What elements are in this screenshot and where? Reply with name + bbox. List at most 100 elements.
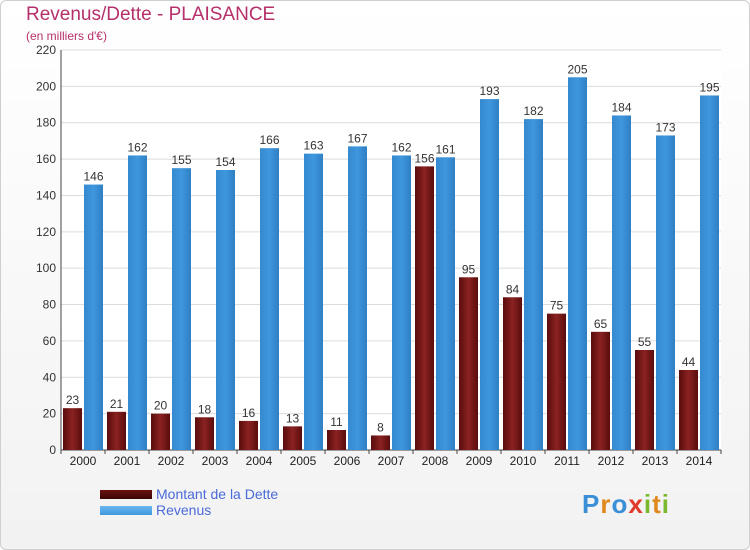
data-label-dette-2000: 23 bbox=[66, 393, 80, 407]
bar-dette-2007 bbox=[371, 435, 390, 450]
bar-dette-2012 bbox=[591, 331, 610, 450]
x-tick-label: 2002 bbox=[158, 454, 185, 468]
x-tick-label: 2007 bbox=[378, 454, 405, 468]
data-label-revenus-2005: 163 bbox=[303, 139, 323, 153]
bar-revenus-2002 bbox=[172, 168, 191, 450]
data-label-revenus-2007: 162 bbox=[391, 140, 411, 154]
legend-swatch-revenus bbox=[100, 505, 152, 515]
data-label-dette-2012: 65 bbox=[594, 317, 608, 331]
y-tick-label: 220 bbox=[36, 43, 56, 57]
data-label-revenus-2006: 167 bbox=[347, 131, 367, 145]
x-tick-label: 2012 bbox=[598, 454, 625, 468]
bar-dette-2000 bbox=[63, 408, 82, 450]
x-tick-label: 2013 bbox=[642, 454, 669, 468]
data-label-dette-2006: 11 bbox=[330, 415, 343, 429]
bar-revenus-2008 bbox=[436, 157, 455, 451]
x-tick-label: 2000 bbox=[70, 454, 97, 468]
bar-revenus-2010 bbox=[524, 119, 543, 450]
data-label-dette-2014: 44 bbox=[682, 355, 696, 369]
x-tick-label: 2008 bbox=[422, 454, 449, 468]
bar-dette-2010 bbox=[503, 297, 522, 450]
x-tick-label: 2001 bbox=[114, 454, 141, 468]
data-label-revenus-2001: 162 bbox=[127, 140, 147, 154]
legend-item-revenus: Revenus bbox=[100, 502, 278, 518]
x-tick-label: 2004 bbox=[246, 454, 273, 468]
bar-dette-2003 bbox=[195, 417, 214, 450]
bar-revenus-2011 bbox=[568, 77, 587, 450]
data-label-revenus-2003: 154 bbox=[215, 155, 235, 169]
y-tick-label: 40 bbox=[43, 370, 57, 384]
y-tick-label: 200 bbox=[36, 79, 56, 93]
bar-dette-2002 bbox=[151, 413, 170, 450]
y-tick-label: 160 bbox=[36, 152, 56, 166]
bar-dette-2009 bbox=[459, 277, 478, 450]
data-label-revenus-2002: 155 bbox=[171, 153, 191, 167]
x-tick-label: 2006 bbox=[334, 454, 361, 468]
bar-dette-2011 bbox=[547, 313, 566, 450]
data-label-revenus-2004: 166 bbox=[259, 133, 279, 147]
bar-dette-2001 bbox=[107, 411, 126, 450]
data-label-dette-2004: 16 bbox=[242, 406, 256, 420]
data-label-dette-2001: 21 bbox=[110, 397, 124, 411]
bar-revenus-2004 bbox=[260, 148, 279, 450]
bar-dette-2008 bbox=[415, 166, 434, 450]
bar-revenus-2013 bbox=[656, 135, 675, 451]
bar-revenus-2005 bbox=[304, 153, 323, 451]
legend-item-dette: Montant de la Dette bbox=[100, 486, 278, 502]
x-tick-label: 2009 bbox=[466, 454, 493, 468]
bar-revenus-2012 bbox=[612, 115, 631, 451]
data-label-revenus-2010: 182 bbox=[523, 104, 543, 118]
logo-letter-4: i bbox=[643, 489, 653, 519]
chart-legend: Montant de la Dette Revenus bbox=[100, 486, 278, 518]
data-label-dette-2002: 20 bbox=[154, 399, 168, 413]
bar-revenus-2000 bbox=[84, 184, 103, 450]
data-label-revenus-2008: 161 bbox=[435, 142, 455, 156]
data-label-dette-2005: 13 bbox=[286, 411, 300, 425]
data-label-dette-2008: 156 bbox=[414, 151, 434, 165]
y-tick-label: 0 bbox=[49, 443, 56, 457]
logo-letter-2: o bbox=[611, 489, 629, 519]
x-tick-label: 2014 bbox=[686, 454, 713, 468]
data-label-revenus-2012: 184 bbox=[611, 100, 631, 114]
x-tick-label: 2005 bbox=[290, 454, 317, 468]
bar-dette-2005 bbox=[283, 426, 302, 450]
y-tick-label: 100 bbox=[36, 261, 56, 275]
bar-revenus-2014 bbox=[700, 95, 719, 451]
x-tick-label: 2010 bbox=[510, 454, 537, 468]
logo-letter-1: r bbox=[600, 489, 612, 519]
bar-dette-2006 bbox=[327, 430, 346, 450]
data-label-revenus-2014: 195 bbox=[699, 80, 719, 94]
chart-title: Revenus/Dette - PLAISANCE bbox=[26, 4, 276, 25]
data-label-dette-2007: 8 bbox=[377, 420, 384, 434]
y-tick-label: 20 bbox=[43, 407, 57, 421]
y-tick-label: 120 bbox=[36, 225, 56, 239]
data-label-revenus-2009: 193 bbox=[479, 84, 499, 98]
legend-label-revenus: Revenus bbox=[156, 502, 212, 518]
x-tick-label: 2003 bbox=[202, 454, 229, 468]
y-tick-label: 60 bbox=[43, 334, 57, 348]
x-tick-label: 2011 bbox=[554, 454, 580, 468]
logo-letter-6: i bbox=[661, 489, 670, 519]
data-label-dette-2003: 18 bbox=[198, 402, 212, 416]
data-label-revenus-2000: 146 bbox=[83, 170, 103, 184]
logo-letter-5: t bbox=[652, 489, 662, 519]
y-tick-label: 140 bbox=[36, 188, 56, 202]
data-label-dette-2013: 55 bbox=[638, 335, 652, 349]
bar-dette-2004 bbox=[239, 420, 258, 450]
bar-revenus-2007 bbox=[392, 155, 411, 451]
data-label-revenus-2011: 205 bbox=[567, 62, 587, 76]
bar-revenus-2001 bbox=[128, 155, 147, 451]
logo-letter-0: P bbox=[582, 489, 601, 519]
chart-subtitle: (en milliers d'€) bbox=[26, 29, 107, 43]
bar-revenus-2006 bbox=[348, 146, 367, 450]
data-label-revenus-2013: 173 bbox=[655, 120, 675, 134]
plot-area bbox=[61, 50, 721, 450]
data-label-dette-2011: 75 bbox=[550, 299, 564, 313]
y-tick-label: 80 bbox=[43, 298, 57, 312]
data-label-dette-2010: 84 bbox=[506, 282, 520, 296]
logo-letter-3: x bbox=[628, 489, 644, 519]
data-label-dette-2009: 95 bbox=[462, 262, 476, 276]
y-tick-label: 180 bbox=[36, 116, 56, 130]
bar-revenus-2003 bbox=[216, 170, 235, 450]
